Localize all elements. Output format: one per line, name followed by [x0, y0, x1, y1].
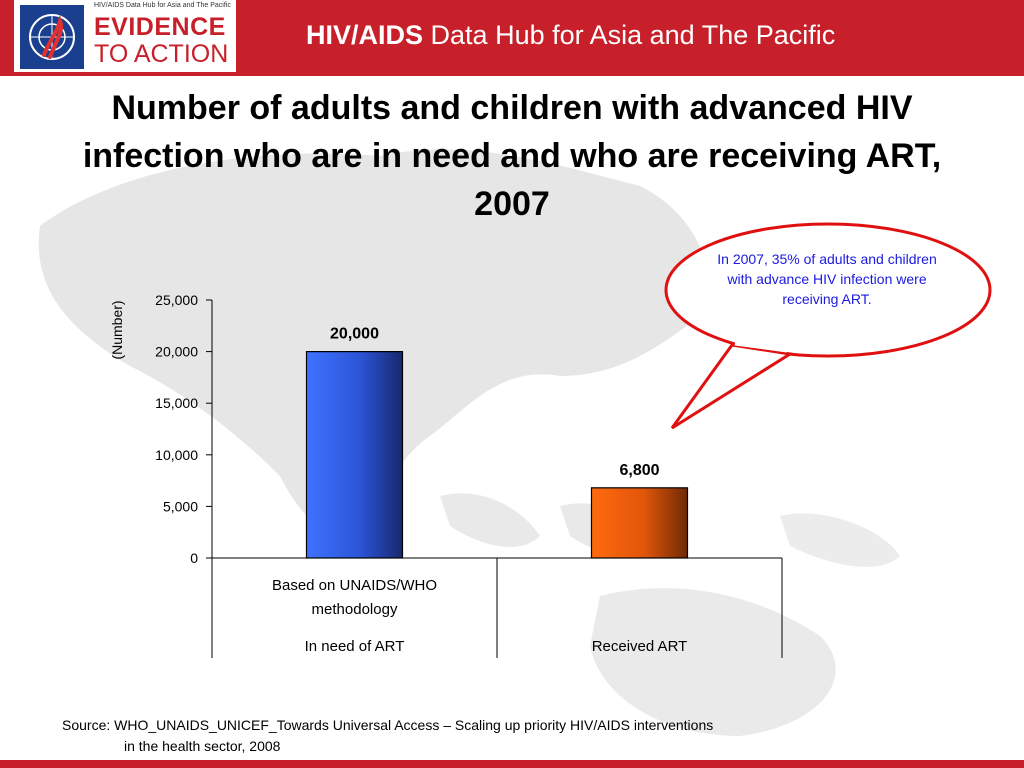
callout-bubble [664, 222, 992, 358]
y-tick-label: 10,000 [155, 447, 198, 463]
logo: HIV/AIDS Data Hub for Asia and The Pacif… [14, 0, 236, 72]
y-tick-label: 15,000 [155, 395, 198, 411]
logo-line-to-action: TO ACTION [94, 40, 229, 68]
callout-text: In 2007, 35% of adults and children with… [717, 251, 937, 307]
header-title-bold: HIV/AIDS [306, 20, 424, 50]
data-label: 20,000 [330, 326, 379, 343]
bar-1 [305, 351, 404, 559]
header-bar: HIV/AIDS Data Hub for Asia and The Pacif… [0, 0, 1024, 76]
y-tick-label: 25,000 [155, 292, 198, 308]
y-tick-label: 5,000 [163, 498, 198, 514]
y-axis-label: (Number) [109, 300, 125, 359]
category-group-label: Received ART [592, 638, 688, 655]
source-note: Source: WHO_UNAIDS_UNICEF_Towards Univer… [62, 715, 713, 757]
footer-bar [0, 760, 1024, 768]
bar-2 [590, 487, 689, 559]
category-group-label: In need of ART [305, 638, 405, 655]
un-emblem-icon [20, 5, 84, 69]
chart-labels: 20,000 Based on UNAIDS/WHO methodology In n… [272, 326, 687, 655]
header-title-rest: Data Hub for Asia and The Pacific [423, 20, 836, 50]
header-title: HIV/AIDS Data Hub for Asia and The Pacif… [306, 20, 835, 51]
slide-title: Number of adults and children with advan… [82, 89, 942, 223]
logo-small-text: HIV/AIDS Data Hub for Asia and The Pacif… [94, 2, 231, 9]
chart-axes: 0 5,000 10,000 15,000 20,000 25,000 [155, 292, 783, 658]
chart-bars [305, 351, 689, 559]
y-tick-label: 0 [190, 550, 198, 566]
logo-line-evidence: EVIDENCE [94, 13, 226, 41]
callout-pointer [670, 343, 795, 430]
category-sub-label: Based on UNAIDS/WHO methodology [272, 577, 437, 618]
y-tick-label: 20,000 [155, 344, 198, 360]
data-label: 6,800 [619, 462, 659, 479]
source-line-2: in the health sector, 2008 [124, 738, 281, 754]
source-line-1: Source: WHO_UNAIDS_UNICEF_Towards Univer… [62, 717, 714, 733]
callout-joint [734, 340, 788, 353]
